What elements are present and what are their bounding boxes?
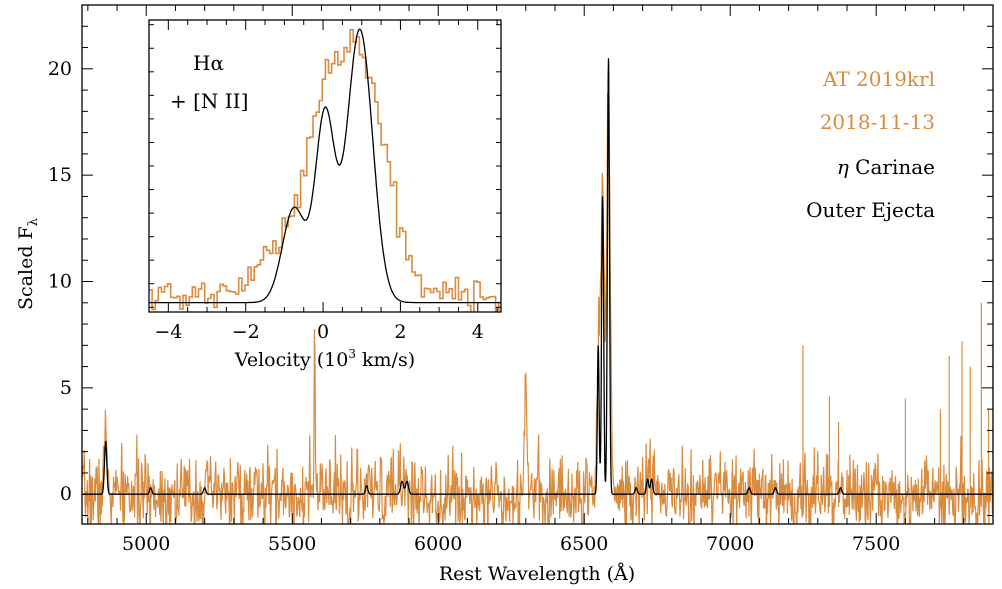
x-tick-label: 6500 xyxy=(560,533,608,555)
main-plot-frame xyxy=(81,4,994,525)
inset-x-tick-label: −4 xyxy=(154,321,182,343)
inset-x-tick-label: 4 xyxy=(472,321,484,343)
legend-comparison-name: η Carinae xyxy=(837,155,935,179)
inset-axis-ticks: −4 −2 0 2 4 xyxy=(148,20,501,343)
inset-x-tick-label: 0 xyxy=(317,321,329,343)
y-tick-label: 10 xyxy=(48,271,72,293)
inset-label-halpha: Hα xyxy=(193,51,224,75)
inset-series-group xyxy=(149,28,501,312)
series-eta-carinae-model xyxy=(82,58,993,495)
y-tick-label: 0 xyxy=(60,483,72,505)
inset-series-eta-carinae xyxy=(149,28,501,304)
x-tick-label: 5500 xyxy=(268,533,316,555)
y-tick-label: 15 xyxy=(48,164,72,186)
y-tick-label: 5 xyxy=(60,377,72,399)
legend-comparison-region: Outer Ejecta xyxy=(806,198,935,222)
x-tick-label: 6000 xyxy=(414,533,462,555)
x-tick-label: 5000 xyxy=(122,533,170,555)
y-axis-label: Scaled Fλ xyxy=(15,218,41,310)
inset-x-tick-label: −2 xyxy=(232,321,260,343)
series-at2019krl-spectrum xyxy=(82,61,993,524)
x-tick-label: 7000 xyxy=(706,533,754,555)
legend-date: 2018-11-13 xyxy=(820,110,935,134)
main-series-group xyxy=(82,58,993,524)
y-tick-label: 20 xyxy=(48,58,72,80)
inset-x-axis-label: Velocity (103 km/s) xyxy=(234,347,415,371)
x-tick-label: 7500 xyxy=(852,533,900,555)
inset-series-at2019krl xyxy=(149,29,501,312)
x-axis-label: Rest Wavelength (Å) xyxy=(439,563,635,585)
legend-object-name: AT 2019krl xyxy=(822,67,935,91)
legend: AT 2019krl 2018-11-13 η Carinae Outer Ej… xyxy=(806,67,935,222)
inset-label-nii: + [N II] xyxy=(170,89,248,113)
inset-plot-panel: −4 −2 0 2 4 Hα + [N II] Velocity (103 km/s) xyxy=(148,19,502,371)
inset-x-tick-label: 2 xyxy=(394,321,406,343)
